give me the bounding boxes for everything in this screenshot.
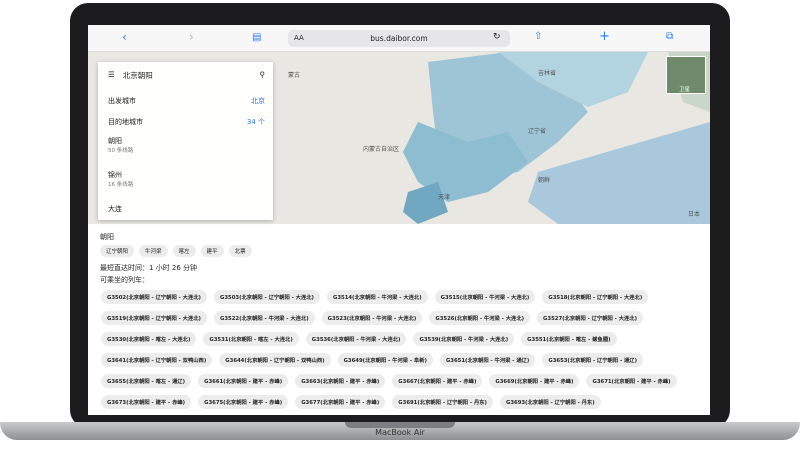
train-pill[interactable]: G3519(北京朝阳 - 辽宁朝阳 - 大连北) bbox=[101, 311, 207, 325]
city-item[interactable]: 朝阳 50 条线路 bbox=[108, 136, 265, 154]
trains-heading: 可乘坐的列车： bbox=[100, 276, 149, 284]
row-value[interactable]: 34 个 bbox=[246, 118, 265, 126]
back-button[interactable]: ‹ bbox=[122, 30, 127, 44]
train-row: G3655(北京朝阳 - 喀左 - 通辽) G3661(北京朝阳 - 建平 - 赤… bbox=[101, 374, 701, 388]
menu-icon[interactable]: ☰ bbox=[108, 70, 115, 79]
map: ☰ 北京朝阳 ⚲ 出发城市 北京 目的地城市 34 个 朝阳 50 条线路 锦州 16 条线… bbox=[88, 52, 710, 224]
tabs-button[interactable]: ⧉ bbox=[666, 31, 674, 42]
train-pill[interactable]: G3531(北京朝阳 - 喀左 - 大连北) bbox=[203, 332, 299, 346]
train-pill[interactable]: G3514(北京朝阳 - 牛河梁 - 大连北) bbox=[326, 290, 428, 304]
train-pill[interactable]: G3673(北京朝阳 - 建平 - 赤峰) bbox=[101, 395, 192, 409]
train-pill[interactable]: G3502(北京朝阳 - 辽宁朝阳 - 大连北) bbox=[101, 290, 207, 304]
train-row: G3673(北京朝阳 - 建平 - 赤峰) G3675(北京朝阳 - 建平 - 赤… bbox=[101, 395, 701, 409]
train-pill[interactable]: G3669(北京朝阳 - 建平 - 赤峰) bbox=[489, 374, 580, 388]
train-pill[interactable]: G3641(北京朝阳 - 辽宁朝阳 - 双鸭山西) bbox=[101, 353, 213, 367]
city-routes: 50 条线路 bbox=[108, 148, 134, 154]
station-tag[interactable]: 北票 bbox=[228, 245, 252, 257]
map-label: 辽宁省 bbox=[528, 128, 547, 135]
train-row: G3519(北京朝阳 - 辽宁朝阳 - 大连北) G3522(北京朝阳 - 牛河梁… bbox=[101, 311, 701, 325]
region-heilongjiang bbox=[498, 52, 648, 107]
train-pill[interactable]: G3655(北京朝阳 - 喀左 - 通辽) bbox=[101, 374, 192, 388]
sidebar: ☰ 北京朝阳 ⚲ 出发城市 北京 目的地城市 34 个 朝阳 50 条线路 锦州 16 条线… bbox=[98, 62, 273, 220]
map-label: 日本 bbox=[688, 211, 701, 218]
share-button[interactable]: ⇧ bbox=[534, 31, 543, 42]
city-name: 大连 bbox=[108, 205, 122, 213]
url: bus.daibor.com bbox=[370, 34, 428, 43]
map-label: 吉林省 bbox=[538, 70, 557, 77]
train-pill[interactable]: G3671(北京朝阳 - 建平 - 赤峰) bbox=[586, 374, 677, 388]
map-label: 天津 bbox=[438, 194, 451, 201]
region-liaoning bbox=[403, 122, 528, 202]
train-row: G3502(北京朝阳 - 辽宁朝阳 - 大连北) G3503(北京朝阳 - 辽宁朝… bbox=[101, 290, 701, 304]
map-label: 朝鲜 bbox=[538, 177, 551, 184]
laptop-notch bbox=[345, 422, 455, 428]
row-label: 目的地城市 bbox=[108, 118, 143, 126]
station-tag[interactable]: 辽宁朝阳 bbox=[100, 245, 135, 257]
address-bar[interactable]: bus.daibor.com bbox=[288, 30, 510, 47]
row-label: 出发城市 bbox=[108, 97, 136, 105]
train-pill[interactable]: G3644(北京朝阳 - 辽宁朝阳 - 双鸭山西) bbox=[219, 353, 331, 367]
reader-button[interactable]: AA bbox=[294, 34, 304, 42]
screen: ‹ › ▤ bus.daibor.com AA ↻ ⇧ + ⧉ ☰ 北京朝阳 ⚲ 出… bbox=[88, 25, 710, 415]
train-pill[interactable]: G3677(北京朝阳 - 建平 - 赤峰) bbox=[295, 395, 386, 409]
device-name: MacBook Air bbox=[375, 428, 425, 437]
train-pill[interactable]: G3693(北京朝阳 - 辽宁朝阳 - 丹东) bbox=[499, 395, 601, 409]
train-pill[interactable]: G3551(北京朝阳 - 喀左 - 鲅鱼圈) bbox=[521, 332, 617, 346]
new-tab-button[interactable]: + bbox=[599, 29, 610, 44]
heading: 朝阳 bbox=[100, 233, 114, 241]
train-pill[interactable]: G3523(北京朝阳 - 牛河梁 - 大连北) bbox=[321, 311, 423, 325]
search-icon[interactable]: ⚲ bbox=[259, 70, 266, 79]
train-pill[interactable]: G3518(北京朝阳 - 辽宁朝阳 - 大连北) bbox=[542, 290, 649, 304]
train-pill[interactable]: G3527(北京朝阳 - 辽宁朝阳 - 大连北) bbox=[537, 311, 644, 325]
tag-list: 辽宁朝阳 牛河梁 喀左 建平 北票 bbox=[100, 245, 257, 257]
train-pill[interactable]: G3536(北京朝阳 - 牛河梁 - 大连北) bbox=[305, 332, 407, 346]
map-label: 内蒙古自治区 bbox=[363, 146, 400, 153]
train-pill[interactable]: G3663(北京朝阳 - 建平 - 赤峰) bbox=[295, 374, 386, 388]
train-row: G3641(北京朝阳 - 辽宁朝阳 - 双鸭山西) G3644(北京朝阳 - 辽宁… bbox=[101, 353, 701, 367]
station-tag[interactable]: 喀左 bbox=[172, 245, 196, 257]
station-tag[interactable]: 牛河梁 bbox=[139, 245, 168, 257]
sea bbox=[528, 122, 710, 224]
content: 朝阳 辽宁朝阳 牛河梁 喀左 建平 北票 最短直达时间：1 小时 26 分钟 可乘坐的列… bbox=[98, 232, 698, 415]
browser-toolbar: ‹ › ▤ bus.daibor.com AA ↻ ⇧ + ⧉ bbox=[88, 25, 710, 52]
train-pill[interactable]: G3515(北京朝阳 - 牛河梁 - 大连北) bbox=[434, 290, 536, 304]
train-pill[interactable]: G3651(北京朝阳 - 牛河梁 - 通辽) bbox=[439, 353, 536, 367]
city-item[interactable]: 锦州 16 条线路 bbox=[108, 170, 265, 188]
sidebar-title: 北京朝阳 bbox=[122, 71, 153, 80]
bookmarks-button[interactable]: ▤ bbox=[252, 32, 262, 43]
train-pill[interactable]: G3649(北京朝阳 - 牛河梁 - 阜新) bbox=[337, 353, 433, 367]
train-pill[interactable]: G3667(北京朝阳 - 建平 - 赤峰) bbox=[392, 374, 483, 388]
row-value[interactable]: 北京 bbox=[251, 97, 265, 105]
city-name: 锦州 bbox=[108, 171, 122, 179]
satellite-label: 卫星 bbox=[679, 87, 691, 93]
map-label: 蒙古 bbox=[288, 72, 301, 79]
forward-button[interactable]: › bbox=[189, 30, 194, 44]
train-pill[interactable]: G3691(北京朝阳 - 辽宁朝阳 - 丹东) bbox=[392, 395, 493, 409]
city-routes: 16 条线路 bbox=[108, 182, 134, 188]
city-item[interactable]: 大连 bbox=[108, 204, 265, 214]
reload-button[interactable]: ↻ bbox=[493, 32, 501, 42]
shortest-time: 最短直达时间：1 小时 26 分钟 bbox=[100, 264, 198, 272]
train-pill[interactable]: G3675(北京朝阳 - 建平 - 赤峰) bbox=[198, 395, 289, 409]
train-pill[interactable]: G3653(北京朝阳 - 辽宁朝阳 - 通辽) bbox=[542, 353, 644, 367]
train-pill[interactable]: G3503(北京朝阳 - 辽宁朝阳 - 大连北) bbox=[213, 290, 320, 304]
train-pill[interactable]: G3526(北京朝阳 - 牛河梁 - 大连北) bbox=[429, 311, 531, 325]
train-list: G3502(北京朝阳 - 辽宁朝阳 - 大连北) G3503(北京朝阳 - 辽宁朝… bbox=[101, 290, 701, 415]
laptop-base bbox=[0, 422, 800, 440]
station-tag[interactable]: 建平 bbox=[200, 245, 224, 257]
train-row: G3530(北京朝阳 - 喀左 - 大连北) G3531(北京朝阳 - 喀左 - … bbox=[101, 332, 701, 346]
satellite-toggle[interactable]: 卫星 bbox=[666, 56, 706, 94]
train-pill[interactable]: G3661(北京朝阳 - 建平 - 赤峰) bbox=[198, 374, 289, 388]
region-beijing bbox=[403, 182, 448, 224]
train-pill[interactable]: G3530(北京朝阳 - 喀左 - 大连北) bbox=[101, 332, 197, 346]
train-pill[interactable]: G3522(北京朝阳 - 牛河梁 - 大连北) bbox=[213, 311, 315, 325]
train-pill[interactable]: G3539(北京朝阳 - 牛河梁 - 大连北) bbox=[413, 332, 515, 346]
city-name: 朝阳 bbox=[108, 137, 122, 145]
